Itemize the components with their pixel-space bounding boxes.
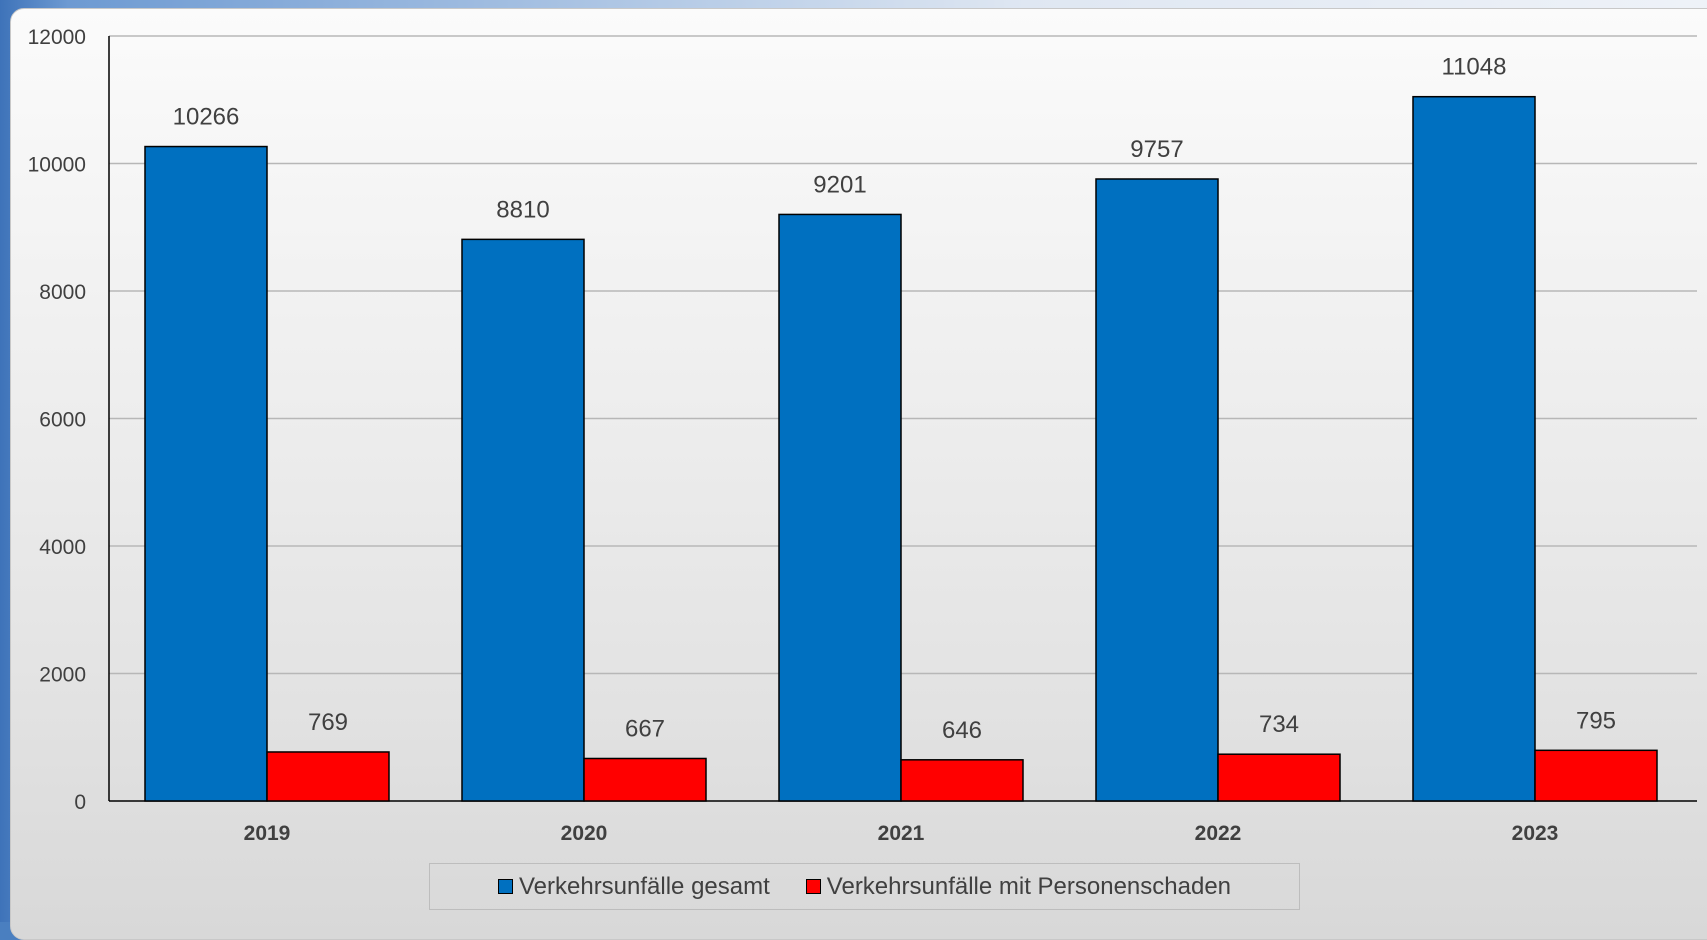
x-tick-label-2021: 2021	[878, 822, 925, 845]
chart-legend: Verkehrsunfälle gesamt Verkehrsunfälle m…	[429, 863, 1300, 910]
bar-gesamt-2019	[144, 145, 268, 802]
bar-personenschaden-2019	[266, 751, 390, 802]
y-tick-label-12000: 12000	[28, 26, 86, 49]
bar-personenschaden-2023	[1534, 749, 1658, 802]
legend-swatch-gesamt	[497, 879, 513, 894]
data-label-gesamt-2020: 8810	[496, 196, 549, 223]
data-label-personenschaden-2022: 734	[1259, 711, 1299, 738]
data-label-personenschaden-2020: 667	[625, 715, 665, 742]
data-label-personenschaden-2019: 769	[308, 709, 348, 736]
legend-label-personenschaden: Verkehrsunfälle mit Personenschaden	[826, 872, 1232, 900]
bar-gesamt-2023	[1412, 95, 1536, 802]
bar-personenschaden-2020	[583, 757, 707, 802]
data-label-gesamt-2022: 9757	[1130, 136, 1183, 163]
bar-gesamt-2021	[778, 213, 902, 802]
data-label-gesamt-2021: 9201	[813, 171, 866, 198]
y-tick-label-8000: 8000	[39, 281, 86, 304]
x-tick-label-2022: 2022	[1195, 822, 1242, 845]
data-label-gesamt-2023: 11048	[1442, 54, 1507, 81]
data-label-gesamt-2019: 10266	[173, 104, 240, 131]
legend-item-personenschaden: Verkehrsunfälle mit Personenschaden	[805, 872, 1232, 901]
legend-label-gesamt: Verkehrsunfälle gesamt	[518, 872, 770, 900]
y-tick-label-0: 0	[74, 791, 86, 814]
bar-gesamt-2020	[461, 238, 585, 802]
x-tick-label-2020: 2020	[561, 822, 608, 845]
y-tick-label-4000: 4000	[39, 536, 86, 559]
legend-item-gesamt: Verkehrsunfälle gesamt	[497, 872, 770, 901]
bar-personenschaden-2022	[1217, 753, 1341, 802]
y-tick-label-10000: 10000	[28, 154, 86, 177]
data-label-personenschaden-2023: 795	[1576, 707, 1616, 734]
y-tick-label-2000: 2000	[39, 664, 86, 687]
bar-gesamt-2022	[1095, 178, 1219, 802]
legend-swatch-personenschaden	[805, 879, 821, 894]
x-tick-label-2023: 2023	[1512, 822, 1559, 845]
y-tick-label-6000: 6000	[39, 409, 86, 432]
data-label-personenschaden-2021: 646	[942, 717, 982, 744]
x-tick-label-2019: 2019	[244, 822, 291, 845]
bar-personenschaden-2021	[900, 759, 1024, 802]
